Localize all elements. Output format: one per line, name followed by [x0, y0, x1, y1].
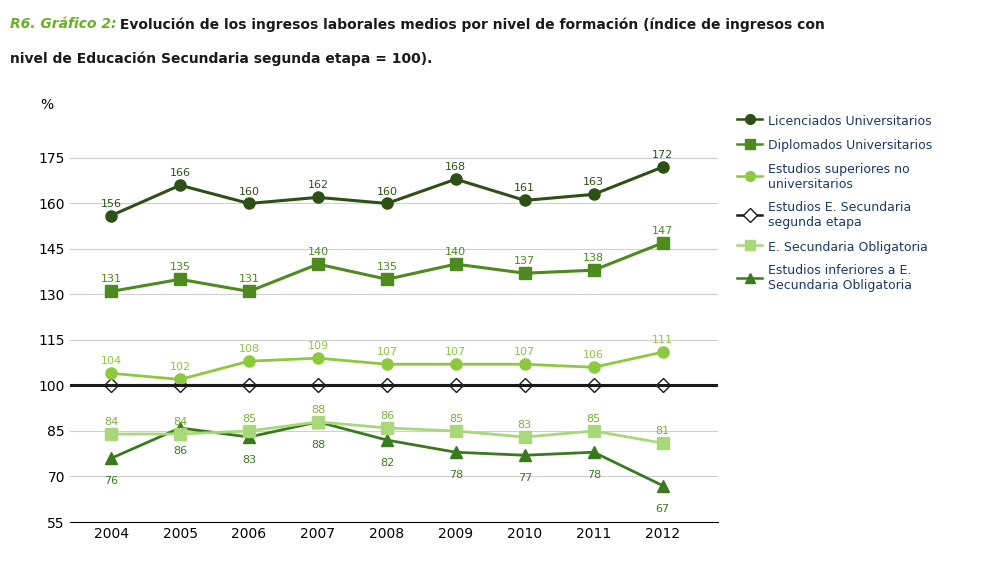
Text: R6. Gráfico 2:: R6. Gráfico 2:: [10, 17, 117, 31]
Text: 168: 168: [446, 162, 467, 172]
Text: 108: 108: [238, 345, 259, 354]
Text: 86: 86: [173, 446, 187, 456]
Text: 81: 81: [656, 426, 670, 436]
Legend: Licenciados Universitarios, Diplomados Universitarios, Estudios superiores no
un: Licenciados Universitarios, Diplomados U…: [737, 114, 932, 292]
Text: 88: 88: [311, 405, 325, 415]
Text: 166: 166: [169, 168, 190, 178]
Text: 85: 85: [242, 414, 256, 424]
Text: 160: 160: [238, 187, 259, 197]
Text: 83: 83: [517, 420, 531, 430]
Text: 107: 107: [376, 347, 398, 357]
Text: 88: 88: [311, 440, 325, 450]
Text: 78: 78: [449, 470, 463, 480]
Text: 104: 104: [101, 356, 122, 367]
Text: 78: 78: [586, 470, 601, 480]
Text: 135: 135: [169, 262, 190, 273]
Text: 67: 67: [656, 503, 670, 514]
Text: 163: 163: [583, 177, 604, 187]
Text: 131: 131: [101, 274, 122, 284]
Text: 111: 111: [652, 335, 673, 345]
Text: 107: 107: [446, 347, 467, 357]
Text: Evolución de los ingresos laborales medios por nivel de formación (índice de ing: Evolución de los ingresos laborales medi…: [115, 17, 825, 32]
Text: 137: 137: [514, 256, 535, 266]
Text: nivel de Educación Secundaria segunda etapa = 100).: nivel de Educación Secundaria segunda et…: [10, 51, 433, 66]
Text: 162: 162: [307, 180, 329, 190]
Text: 85: 85: [449, 414, 463, 424]
Text: 140: 140: [307, 247, 329, 257]
Text: 138: 138: [583, 253, 604, 263]
Text: 131: 131: [238, 274, 259, 284]
Text: 147: 147: [652, 226, 673, 236]
Text: 172: 172: [652, 150, 673, 160]
Text: 102: 102: [169, 362, 190, 372]
Text: 82: 82: [380, 458, 394, 468]
Text: 85: 85: [586, 414, 601, 424]
Text: 140: 140: [446, 247, 467, 257]
Text: 83: 83: [242, 455, 256, 465]
Text: %: %: [41, 98, 54, 112]
Text: 160: 160: [377, 187, 398, 197]
Text: 156: 156: [101, 198, 122, 209]
Text: 76: 76: [104, 476, 119, 487]
Text: 135: 135: [377, 262, 398, 273]
Text: 109: 109: [307, 341, 329, 351]
Text: 161: 161: [514, 183, 535, 194]
Text: 86: 86: [380, 411, 394, 421]
Text: 77: 77: [517, 473, 532, 483]
Text: 106: 106: [583, 350, 604, 360]
Text: 84: 84: [172, 417, 187, 427]
Text: 107: 107: [514, 347, 535, 357]
Text: 84: 84: [104, 417, 119, 427]
